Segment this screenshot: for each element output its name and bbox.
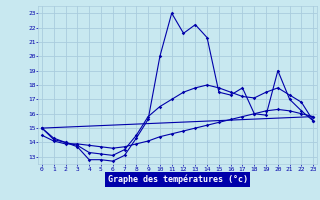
X-axis label: Graphe des températures (°c): Graphe des températures (°c) <box>108 175 248 184</box>
